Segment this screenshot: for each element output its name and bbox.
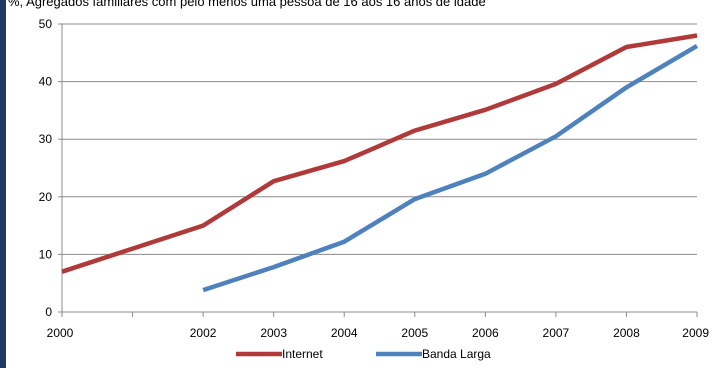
x-tick-label: 2007 <box>543 326 570 340</box>
series-lines <box>61 33 699 293</box>
x-tick-labels: 2000 2002 2003 2004 2005 2006 2007 2008 2009 <box>47 326 710 340</box>
y-tick-labels: 0 10 20 30 40 50 <box>39 17 53 319</box>
left-accent-bar <box>0 0 6 368</box>
series-line-internet <box>61 33 698 274</box>
y-tick-label: 50 <box>39 17 53 31</box>
axes <box>58 23 698 317</box>
x-tick-label: 2008 <box>613 326 640 340</box>
y-tick-label: 20 <box>39 190 53 204</box>
legend-label-internet: Internet <box>282 347 323 361</box>
y-tick-label: 10 <box>39 247 53 261</box>
x-tick-label: 2009 <box>682 326 709 340</box>
y-tick-label: 30 <box>39 132 53 146</box>
x-tick-label: 2002 <box>190 326 217 340</box>
x-tick-label: 2003 <box>260 326 287 340</box>
x-tick-label: 2004 <box>331 326 358 340</box>
x-tick-label: 2005 <box>401 326 428 340</box>
legend-label-banda-larga: Banda Larga <box>422 347 491 361</box>
chart-header: %, Agregados familiares com pelo menos u… <box>8 0 486 9</box>
y-tick-label: 0 <box>45 305 52 319</box>
x-tick-label: 2006 <box>472 326 499 340</box>
y-tick-label: 40 <box>39 75 53 89</box>
x-tick-label: 2000 <box>47 326 74 340</box>
legend: Internet Banda Larga <box>236 347 491 361</box>
series-line-banda-larga <box>202 43 699 293</box>
grid-lines <box>62 23 697 255</box>
